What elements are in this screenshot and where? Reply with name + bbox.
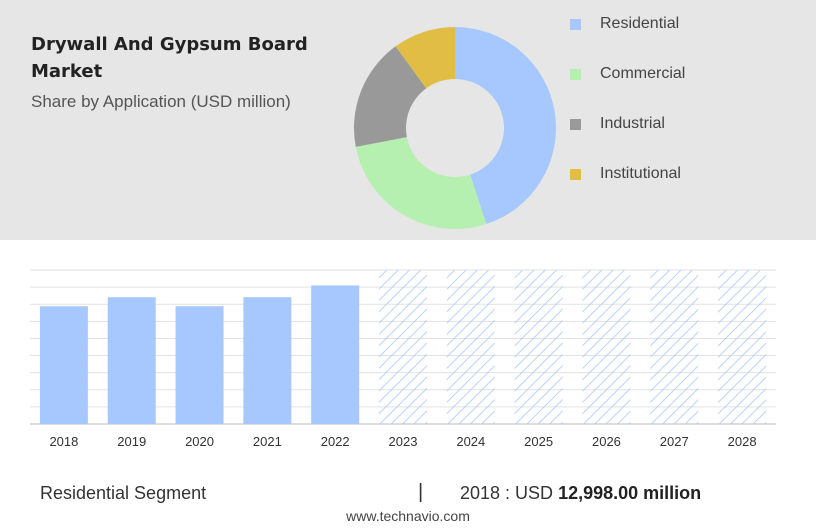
footer-value: 2018 : USD 12,998.00 million <box>460 483 701 504</box>
x-tick-label: 2027 <box>660 434 689 449</box>
forecast-bar-2026 <box>582 270 631 424</box>
footer-segment-label: Residential Segment <box>40 483 207 503</box>
footer-separator: | <box>418 481 424 503</box>
bar-2020 <box>175 306 224 424</box>
x-tick-label: 2018 <box>49 434 78 449</box>
donut-slice-industrial <box>354 46 427 147</box>
bar-2022 <box>311 285 360 424</box>
x-tick-label: 2019 <box>117 434 146 449</box>
x-tick-label: 2022 <box>321 434 350 449</box>
legend-swatch-institutional <box>570 169 581 180</box>
footer-year-prefix: 2018 : USD <box>460 483 554 503</box>
x-tick-label: 2021 <box>253 434 282 449</box>
bar-2019 <box>107 297 156 424</box>
chart-subtitle: Share by Application (USD million) <box>31 92 291 111</box>
forecast-bar-2024 <box>446 270 495 424</box>
bar-2021 <box>243 297 292 424</box>
bar-chart: 2018 2019 2020 2021 2022 2023 2024 2025 2026 2027… <box>30 269 776 449</box>
legend-swatch-commercial <box>570 69 581 80</box>
legend-label: Institutional <box>600 165 681 182</box>
x-tick-label: 2023 <box>389 434 418 449</box>
watermark: www.technavio.com <box>346 508 470 524</box>
legend-label: Residential <box>600 15 680 32</box>
bar-2018 <box>39 306 88 424</box>
donut-chart <box>354 27 556 230</box>
footer-value-amount: 12,998.00 million <box>558 483 702 503</box>
donut-slice-institutional <box>395 27 455 89</box>
x-tick-label: 2025 <box>524 434 553 449</box>
x-tick-label: 2028 <box>728 434 757 449</box>
legend-label: Commercial <box>600 65 686 82</box>
legend-swatch-industrial <box>570 119 581 130</box>
donut-slice-commercial <box>355 137 487 230</box>
forecast-bar-2028 <box>718 270 767 424</box>
chart-title: Drywall And Gypsum Board Market <box>31 34 308 82</box>
forecast-bar-2023 <box>379 270 427 424</box>
forecast-bar-2025 <box>514 270 563 424</box>
x-tick-label: 2026 <box>592 434 621 449</box>
legend-swatch-residential <box>570 19 581 30</box>
donut-slice-residential <box>455 27 556 225</box>
legend-label: Industrial <box>600 115 665 132</box>
forecast-bar-2027 <box>650 270 699 424</box>
x-tick-label: 2024 <box>456 434 485 449</box>
x-tick-label: 2020 <box>185 434 214 449</box>
